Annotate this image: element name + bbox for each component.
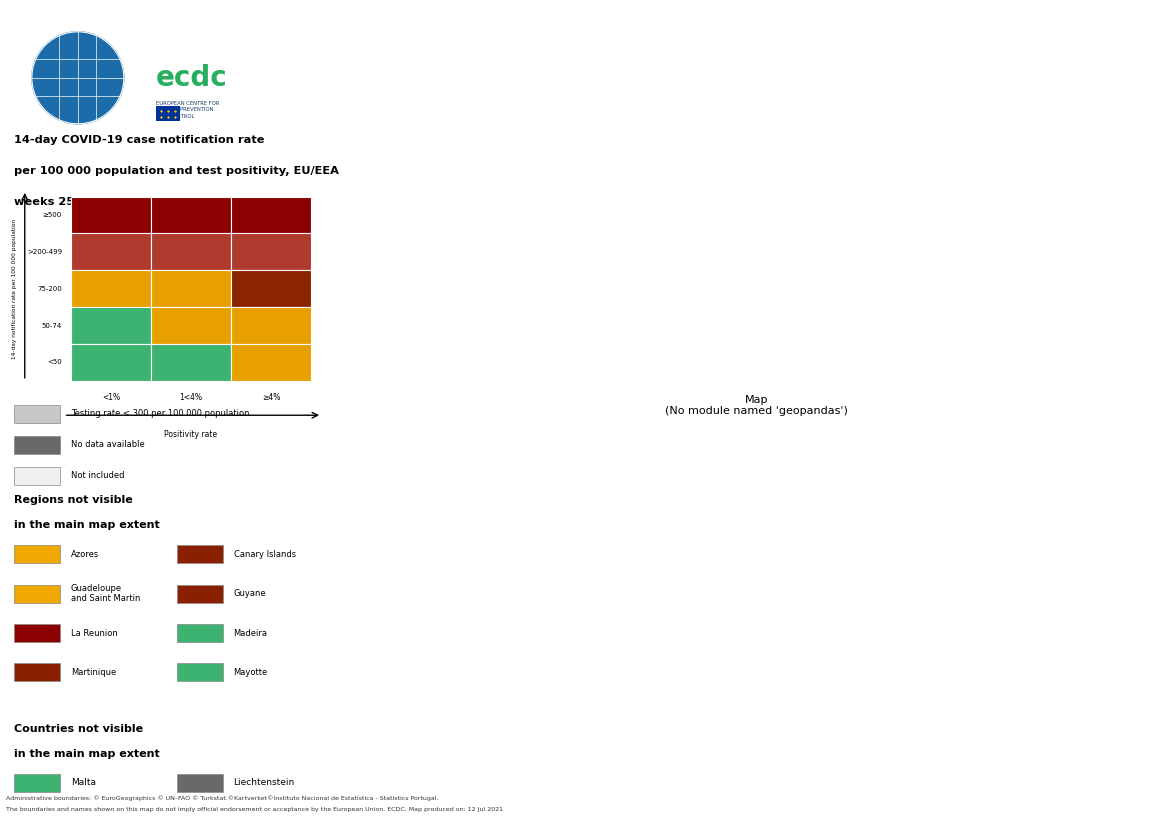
Text: Testing rate < 300 per 100 000 population: Testing rate < 300 per 100 000 populatio… [71,410,249,418]
Text: Guadeloupe
and Saint Martin: Guadeloupe and Saint Martin [71,584,140,604]
Bar [14,774,60,792]
Text: Malta: Malta [71,779,96,787]
Bar [176,545,223,563]
Text: in the main map extent: in the main map extent [14,749,160,758]
Bar [14,545,60,563]
Bar [155,106,181,121]
Text: 14-day notification rate per 100 000 population: 14-day notification rate per 100 000 pop… [12,219,16,359]
Text: weeks 25 - 26: weeks 25 - 26 [14,197,103,207]
Bar [151,307,231,344]
Text: <50: <50 [48,360,61,365]
Bar [176,585,223,603]
Text: 14-day COVID-19 case notification rate: 14-day COVID-19 case notification rate [14,135,264,145]
Bar [71,344,151,381]
Text: Guyane: Guyane [233,590,266,598]
Text: ≥500: ≥500 [43,212,61,218]
Bar [14,436,60,454]
Bar [231,197,311,233]
Text: EUROPEAN CENTRE FOR
DISEASE PREVENTION
AND CONTROL: EUROPEAN CENTRE FOR DISEASE PREVENTION A… [155,101,219,119]
Bar [71,197,151,233]
Text: Madeira: Madeira [233,629,268,637]
Text: <1%: <1% [102,393,119,402]
Bar [231,270,311,307]
Text: Regions not visible: Regions not visible [14,495,133,505]
Bar [176,624,223,642]
Bar [71,270,151,307]
Text: 50-74: 50-74 [42,323,61,328]
Text: ecdc: ecdc [155,64,227,92]
Bar [14,467,60,485]
Bar [151,197,231,233]
Text: Map
(No module named 'geopandas'): Map (No module named 'geopandas') [666,395,848,416]
Bar [14,663,60,681]
Bar [151,270,231,307]
Bar [71,233,151,270]
Bar [71,307,151,344]
Text: >200-499: >200-499 [27,249,61,255]
Text: La Reunion: La Reunion [71,629,117,637]
Bar [151,233,231,270]
Text: Liechtenstein: Liechtenstein [233,779,295,787]
Text: in the main map extent: in the main map extent [14,520,160,530]
Text: Mayotte: Mayotte [233,668,268,676]
Text: 75-200: 75-200 [37,286,61,292]
Text: Administrative boundaries: © EuroGeographics © UN–FAO © Turkstat.©Kartverket©Ins: Administrative boundaries: © EuroGeograp… [6,795,438,801]
Text: Not included: Not included [71,472,124,480]
Text: Martinique: Martinique [71,668,116,676]
Bar [14,405,60,423]
Bar [231,307,311,344]
Bar [231,233,311,270]
Bar [14,585,60,603]
Text: per 100 000 population and test positivity, EU/EEA: per 100 000 population and test positivi… [14,166,339,176]
Bar [176,774,223,792]
Text: The boundaries and names shown on this map do not imply official endorsement or : The boundaries and names shown on this m… [6,808,502,812]
Bar [151,344,231,381]
Text: 1<4%: 1<4% [180,393,203,402]
Bar [231,344,311,381]
Text: Countries not visible: Countries not visible [14,724,144,734]
Text: Canary Islands: Canary Islands [233,550,296,559]
Text: Positivity rate: Positivity rate [165,430,218,439]
Bar [176,663,223,681]
Circle shape [31,32,124,124]
Text: Azores: Azores [71,550,99,559]
Text: ≥4%: ≥4% [262,393,281,402]
Bar [14,624,60,642]
Text: No data available: No data available [71,441,145,449]
